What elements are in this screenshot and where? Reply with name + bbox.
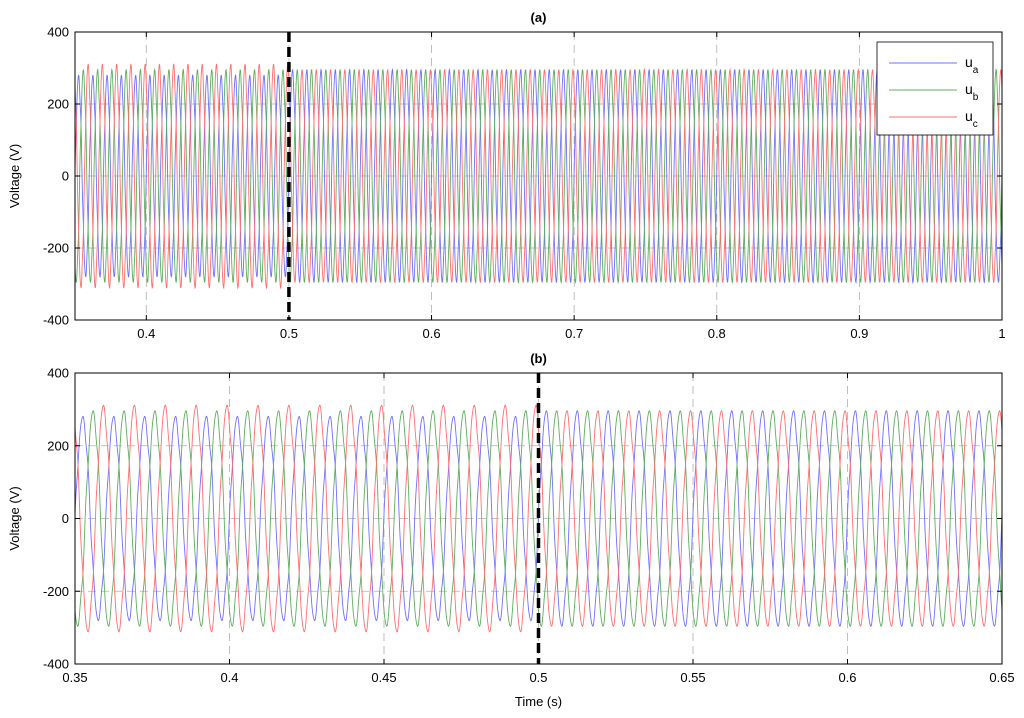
y-tick-label: -400 — [43, 657, 69, 672]
x-tick-label: 0.4 — [137, 326, 155, 341]
chart-panel-a: 0.4 0.5 0.6 0.7 0.8 0.9 1 -400 -200 0 200 400 (a) Vol… — [7, 10, 1006, 341]
x-tick-label: 0.6 — [422, 326, 440, 341]
x-tick-label: 0.9 — [850, 326, 868, 341]
x-tick-label: 0.5 — [529, 670, 547, 685]
series-line-ua — [75, 67, 1002, 285]
x-tick-label: 1 — [998, 326, 1005, 341]
x-tick-label: 0.6 — [838, 670, 856, 685]
x-tick-label: 0.8 — [708, 326, 726, 341]
series-line-ub — [75, 67, 1002, 285]
x-tick-label: 0.5 — [280, 326, 298, 341]
chart-title: (b) — [530, 351, 547, 366]
y-tick-label: -400 — [43, 313, 69, 328]
y-tick-label: -200 — [43, 241, 69, 256]
y-tick-label: 0 — [62, 511, 69, 526]
y-tick-label: 200 — [47, 97, 69, 112]
y-tick-label: -200 — [43, 584, 69, 599]
series-line-ub — [75, 410, 1002, 627]
x-tick-label: 0.45 — [371, 670, 396, 685]
chart-panel-b: 0.35 0.4 0.45 0.5 0.55 0.6 0.65 -400 -200 0 200 400… — [7, 351, 1015, 709]
x-tick-label: 0.4 — [220, 670, 238, 685]
y-axis-label: Voltage (V) — [7, 144, 22, 208]
y-tick-label: 200 — [47, 438, 69, 453]
series-line-uc — [75, 404, 1002, 633]
y-tick-label: 400 — [47, 25, 69, 40]
x-tick-label: 0.55 — [680, 670, 705, 685]
x-axis-label: Time (s) — [515, 694, 562, 709]
y-tick-label: 400 — [47, 366, 69, 381]
series-line-uc — [75, 63, 1002, 290]
chart-title: (a) — [531, 10, 547, 25]
x-tick-label: 0.7 — [565, 326, 583, 341]
y-tick-label: 0 — [62, 169, 69, 184]
x-tick-label: 0.35 — [62, 670, 87, 685]
x-tick-label: 0.65 — [989, 670, 1014, 685]
y-axis-label: Voltage (V) — [7, 486, 22, 550]
